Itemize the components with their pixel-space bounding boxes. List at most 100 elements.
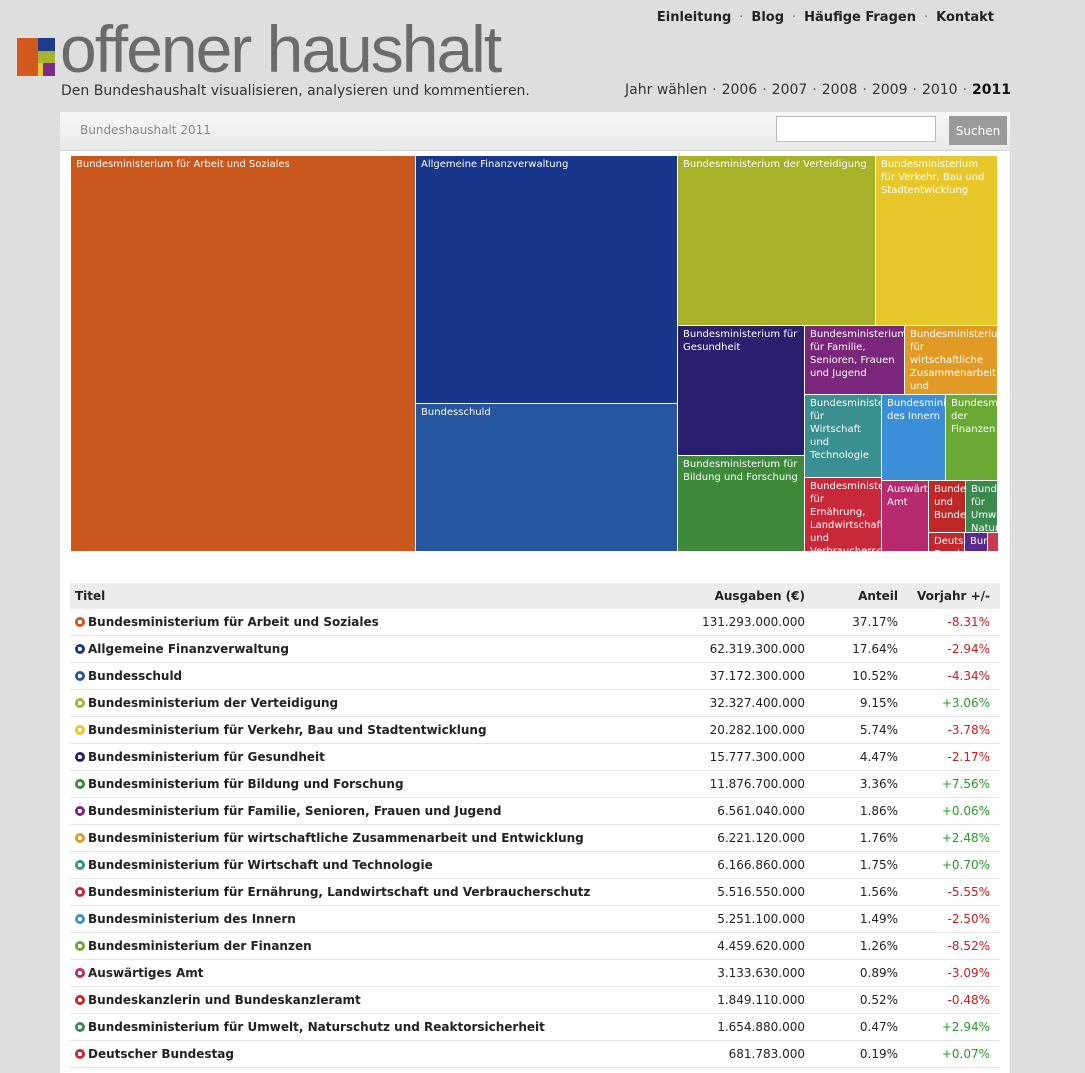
table-row[interactable]: Deutscher Bundestag 681.783.000 0.19% +0.07… [70,1041,1000,1068]
treemap-cell[interactable]: Bundesministerium für wirtschaftliche Zu… [904,325,998,395]
treemap-cell[interactable] [987,532,999,552]
row-title-text[interactable]: Bundesministerium des Innern [88,912,296,926]
treemap-cell[interactable]: Bundesministerium für Verkehr, Bau und S… [875,155,998,326]
nav-blog[interactable]: Blog [751,10,785,25]
category-dot-icon [75,860,85,870]
row-title[interactable]: Bundesschuld [75,669,182,683]
row-title[interactable]: Bundesministerium für Ernährung, Landwir… [75,885,590,899]
nav-kontakt[interactable]: Kontakt [936,10,994,25]
treemap-cell[interactable]: Deutscher Bundestag [928,532,965,552]
header-share[interactable]: Anteil [858,589,898,603]
table-row[interactable]: Auswärtiges Amt 3.133.630.000 0.89% -3.09% [70,960,1000,987]
table-row[interactable]: Bundesschuld 37.172.300.000 10.52% -4.34% [70,663,1000,690]
logo-text[interactable]: offener haushalt [60,12,502,86]
treemap-cell[interactable]: Bundesministerium des Innern [881,394,946,481]
row-title-text[interactable]: Bundesministerium für Bildung und Forsch… [88,777,404,791]
nav-einleitung[interactable]: Einleitung [656,10,732,25]
row-title-text[interactable]: Allgemeine Finanzverwaltung [88,642,289,656]
table-row[interactable]: Bundesministerium für Wirtschaft und Tec… [70,852,1000,879]
year-2011-current[interactable]: 2011 [972,82,1011,98]
treemap-cell[interactable]: Bundesministerium für Familie, Senioren,… [804,325,905,395]
row-title[interactable]: Bundesministerium der Verteidigung [75,696,338,710]
search-input[interactable] [776,116,936,142]
treemap: Bundesministerium für Arbeit und Soziale… [70,155,999,552]
row-prev-year-change: -8.31% [947,615,990,629]
year-2006[interactable]: 2006 [721,82,758,98]
table-row[interactable]: Bundesministerium für Bildung und Forsch… [70,771,1000,798]
row-share: 37.17% [852,615,898,629]
row-title-text[interactable]: Bundesministerium der Verteidigung [88,696,339,710]
row-title[interactable]: Bundeskanzlerin und Bundeskanzleramt [75,993,361,1007]
row-title-text[interactable]: Bundeskanzlerin und Bundeskanzleramt [88,993,361,1007]
category-dot-icon [75,725,85,735]
treemap-cell[interactable]: Bundesministerium der Finanzen [945,394,998,481]
row-share: 1.56% [859,885,898,899]
table-row[interactable]: Bundesministerium des Innern 5.251.100.00… [70,906,1000,933]
row-title[interactable]: Allgemeine Finanzverwaltung [75,642,289,656]
year-2007[interactable]: 2007 [771,82,808,98]
row-title[interactable]: Bundesministerium für Familie, Senioren,… [75,804,501,818]
row-title-text[interactable]: Deutscher Bundestag [88,1047,234,1061]
treemap-cell[interactable]: Bundesministerium für Bildung und Forsch… [677,455,805,552]
row-title[interactable]: Auswärtiges Amt [75,966,204,980]
table-row[interactable]: Bundesministerium der Verteidigung 32.327… [70,690,1000,717]
table-row[interactable]: Bundeskanzlerin und Bundeskanzleramt 1.84… [70,987,1000,1014]
treemap-cell[interactable]: Bundes [964,532,988,552]
treemap-cell[interactable]: Bundesschuld [415,403,678,552]
treemap-cell[interactable]: Bundesministerium für Gesundheit [677,325,805,456]
year-2008[interactable]: 2008 [821,82,858,98]
row-title[interactable]: Bundesministerium des Innern [75,912,296,926]
row-title-text[interactable]: Bundesministerium für Familie, Senioren,… [88,804,502,818]
table-row[interactable]: Bundesministerium für Arbeit und Soziale… [70,609,1000,636]
year-2010[interactable]: 2010 [921,82,958,98]
year-2009[interactable]: 2009 [871,82,908,98]
row-title[interactable]: Bundesministerium für Arbeit und Soziale… [75,615,379,629]
row-prev-year-change: -3.09% [947,966,990,980]
table-row[interactable]: Allgemeine Finanzverwaltung 62.319.300.00… [70,636,1000,663]
row-title[interactable]: Bundesministerium der Finanzen [75,939,312,953]
row-prev-year-change: -2.17% [947,750,990,764]
treemap-cell[interactable]: Bundesministerium für Ernährung, Landwir… [804,477,882,552]
header-title[interactable]: Titel [75,589,106,603]
logo-mark[interactable] [17,38,55,76]
search-button[interactable]: Suchen [949,116,1007,145]
row-title-text[interactable]: Bundesministerium für wirtschaftliche Zu… [88,831,584,845]
table-row[interactable]: Bundesministerium für Familie, Senioren,… [70,798,1000,825]
treemap-cell[interactable]: Allgemeine Finanzverwaltung [415,155,678,404]
row-title-text[interactable]: Bundesministerium für Umwelt, Naturschut… [88,1020,545,1034]
row-title[interactable]: Deutscher Bundestag [75,1047,234,1061]
table-row[interactable]: Bundesministerium für Umwelt, Naturschut… [70,1014,1000,1041]
row-amount: 62.319.300.000 [709,642,805,656]
table-row[interactable]: Bundesministerium für Verkehr, Bau und S… [70,717,1000,744]
row-title[interactable]: Bundesministerium für Wirtschaft und Tec… [75,858,433,872]
table-row[interactable]: Bundesministerium für wirtschaftliche Zu… [70,825,1000,852]
header-prev-year[interactable]: Vorjahr +/- [916,589,990,603]
row-prev-year-change: +0.70% [941,858,990,872]
row-title[interactable]: Bundesministerium für Gesundheit [75,750,325,764]
table-row[interactable]: Bundesministerium der Finanzen 4.459.620.… [70,933,1000,960]
treemap-cell[interactable]: Bundesministerium für Arbeit und Soziale… [70,155,416,552]
treemap-cell[interactable]: Bundesministerium für Umwelt, Naturschut… [965,480,998,533]
row-title[interactable]: Bundesministerium für Verkehr, Bau und S… [75,723,487,737]
row-title[interactable]: Bundesministerium für Umwelt, Naturschut… [75,1020,545,1034]
row-title-text[interactable]: Bundesministerium für Gesundheit [88,750,325,764]
table-row[interactable]: Bundesministerium für Ernährung, Landwir… [70,879,1000,906]
treemap-cell[interactable]: Auswärtiges Amt [881,480,929,552]
row-title-text[interactable]: Bundesschuld [88,669,183,683]
nav-faq[interactable]: Häufige Fragen [804,10,916,25]
row-title-text[interactable]: Auswärtiges Amt [88,966,204,980]
treemap-cell[interactable]: Bundesministerium für Wirtschaft und Tec… [804,394,882,478]
row-title-text[interactable]: Bundesministerium für Verkehr, Bau und S… [88,723,487,737]
row-title-text[interactable]: Bundesministerium für Ernährung, Landwir… [88,885,591,899]
treemap-cell[interactable]: Bundesministerium der Verteidigung [677,155,876,326]
row-share: 4.47% [859,750,898,764]
header-amount[interactable]: Ausgaben (€) [714,589,805,603]
table-row[interactable]: Bundesministerium für Gesundheit 15.777.3… [70,744,1000,771]
row-title-text[interactable]: Bundesministerium für Wirtschaft und Tec… [88,858,433,872]
row-title-text[interactable]: Bundesministerium der Finanzen [88,939,312,953]
treemap-cell[interactable]: Bundeskanzlerin und Bundeskanzleramt [928,480,966,533]
row-amount: 11.876.700.000 [709,777,805,791]
row-title[interactable]: Bundesministerium für Bildung und Forsch… [75,777,404,791]
row-title-text[interactable]: Bundesministerium für Arbeit und Soziale… [88,615,379,629]
row-title[interactable]: Bundesministerium für wirtschaftliche Zu… [75,831,584,845]
